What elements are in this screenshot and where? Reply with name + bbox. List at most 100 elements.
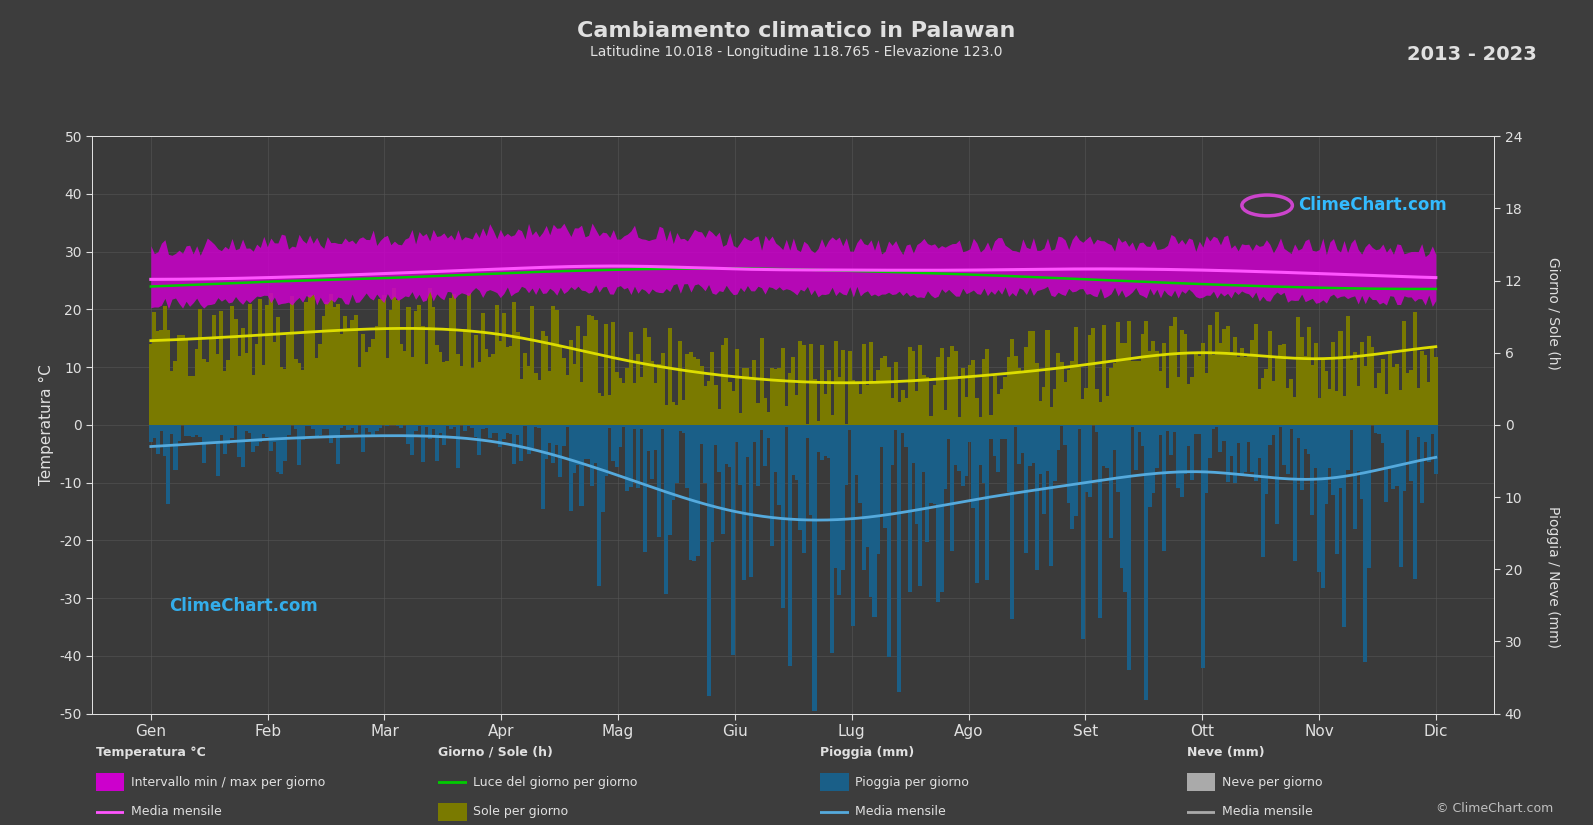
Bar [1059, 425, 1064, 426]
Bar [1297, 425, 1300, 438]
Bar [389, 310, 393, 425]
Bar [847, 425, 852, 431]
Bar [347, 328, 350, 425]
Bar [1031, 331, 1035, 425]
Bar [946, 425, 951, 439]
Bar [792, 425, 795, 474]
Bar [354, 314, 357, 425]
Bar [322, 316, 327, 425]
Bar [597, 425, 601, 586]
Bar [937, 357, 940, 425]
Bar [1215, 312, 1219, 425]
Bar [949, 425, 954, 551]
Bar [798, 425, 803, 530]
Bar [1391, 367, 1395, 425]
Bar [241, 425, 245, 467]
Bar [1190, 377, 1195, 425]
Bar [223, 370, 226, 425]
Bar [185, 338, 188, 425]
Text: Intervallo min / max per giorno: Intervallo min / max per giorno [131, 776, 325, 789]
Bar [319, 425, 322, 435]
Bar [1274, 425, 1279, 524]
Bar [258, 299, 263, 425]
Bar [545, 337, 548, 425]
Text: Luce del giorno per giorno: Luce del giorno per giorno [473, 776, 637, 789]
Bar [1106, 425, 1110, 469]
Bar [1067, 425, 1070, 503]
Bar [865, 425, 870, 548]
Bar [279, 367, 284, 425]
Y-axis label: Temperatura °C: Temperatura °C [38, 365, 54, 485]
Bar [957, 417, 961, 425]
Bar [537, 425, 542, 428]
Bar [601, 425, 605, 512]
Bar [1332, 342, 1335, 425]
Bar [809, 425, 812, 516]
Bar [981, 359, 986, 425]
Bar [1120, 343, 1123, 425]
Bar [456, 425, 460, 468]
Bar [548, 371, 551, 425]
Bar [664, 405, 667, 425]
Bar [1126, 321, 1131, 425]
Bar [717, 425, 722, 472]
Bar [671, 402, 675, 425]
Bar [304, 302, 307, 425]
Bar [615, 425, 618, 467]
Bar [1321, 425, 1325, 587]
Bar [855, 425, 859, 475]
Bar [1176, 425, 1180, 488]
Bar [725, 338, 728, 425]
Bar [516, 332, 519, 425]
Bar [255, 343, 258, 425]
Bar [594, 320, 597, 425]
Bar [1035, 425, 1039, 570]
Bar [209, 425, 213, 444]
Bar [1085, 425, 1088, 493]
Bar [1303, 356, 1308, 425]
Bar [996, 394, 1000, 425]
Bar [725, 425, 728, 464]
Bar [1431, 346, 1434, 425]
Bar [629, 425, 632, 487]
Bar [932, 384, 937, 425]
Bar [400, 344, 403, 425]
Bar [661, 425, 664, 429]
Bar [1021, 374, 1024, 425]
Bar [237, 425, 241, 457]
Bar [577, 425, 580, 464]
Bar [742, 425, 746, 581]
Bar [887, 425, 890, 658]
Bar [693, 357, 696, 425]
Bar [1027, 331, 1032, 425]
Bar [481, 425, 484, 430]
Bar [148, 425, 153, 442]
Bar [937, 425, 940, 602]
Bar [258, 425, 263, 442]
Bar [1094, 389, 1099, 425]
Bar [1254, 324, 1258, 425]
Bar [1413, 312, 1416, 425]
Bar [523, 425, 527, 427]
Bar [328, 425, 333, 443]
Bar [252, 425, 255, 452]
Bar [749, 379, 753, 425]
Bar [833, 425, 838, 568]
Bar [632, 425, 637, 429]
Bar [1243, 356, 1247, 425]
Bar [473, 336, 478, 425]
Bar [1094, 425, 1099, 432]
Bar [644, 328, 647, 425]
Bar [551, 306, 556, 425]
Bar [738, 425, 742, 484]
Bar [220, 311, 223, 425]
Text: Media mensile: Media mensile [855, 805, 946, 818]
Bar [1134, 425, 1137, 470]
Text: Pioggia per giorno: Pioggia per giorno [855, 776, 969, 789]
Bar [508, 346, 513, 425]
Bar [1123, 343, 1128, 425]
Bar [699, 425, 704, 444]
Bar [890, 425, 894, 465]
Bar [247, 425, 252, 432]
Bar [597, 394, 601, 425]
